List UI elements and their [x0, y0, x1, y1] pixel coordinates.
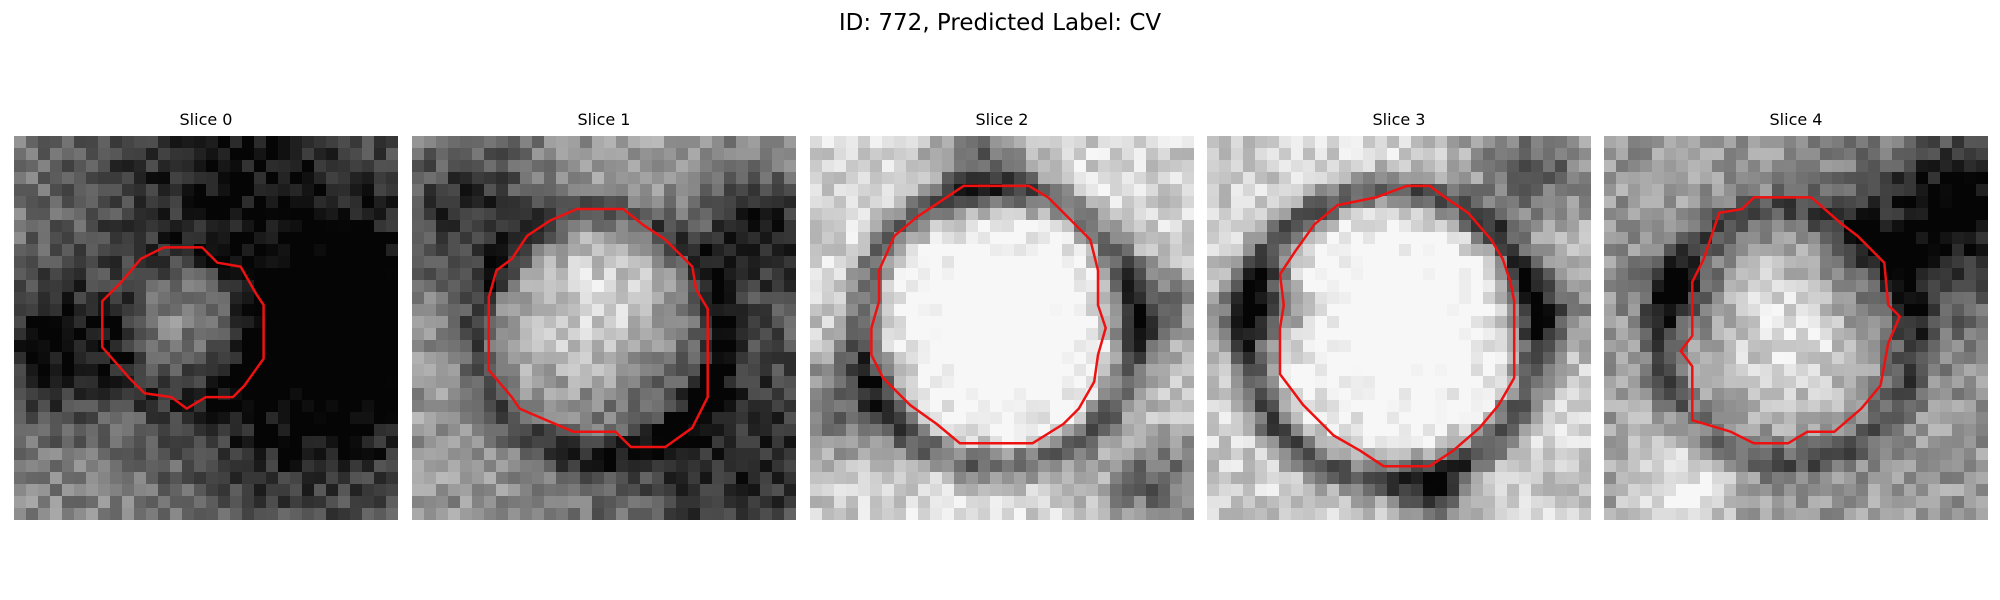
slice-image-0 — [14, 136, 398, 520]
segmentation-contour — [1278, 184, 1516, 468]
slice-image-4 — [1604, 136, 1988, 520]
segmentation-contour — [870, 184, 1107, 445]
slice-panel-2: Slice 2 — [810, 108, 1194, 520]
figure-title: ID: 772, Predicted Label: CV — [838, 10, 1162, 36]
slice-panel-4: Slice 4 — [1604, 108, 1988, 520]
slice-image-2 — [810, 136, 1194, 520]
segmentation-contour — [1679, 196, 1901, 445]
slice-title-1: Slice 1 — [577, 110, 631, 129]
slice-title-4: Slice 4 — [1769, 110, 1823, 129]
pixel-grid — [14, 136, 398, 520]
slice-panel-3: Slice 3 — [1207, 108, 1591, 520]
slice-title-3: Slice 3 — [1372, 110, 1426, 129]
pixel-grid — [412, 136, 796, 520]
pixel-grid — [810, 136, 1194, 520]
slice-panel-0: Slice 0 — [14, 108, 398, 520]
slice-title-0: Slice 0 — [179, 110, 233, 129]
slice-panel-1: Slice 1 — [412, 108, 796, 520]
segmentation-contour — [101, 246, 265, 410]
slice-image-1 — [412, 136, 796, 520]
pixel-grid — [1604, 136, 1988, 520]
slice-title-2: Slice 2 — [975, 110, 1029, 129]
slice-image-3 — [1207, 136, 1591, 520]
pixel-grid — [1207, 136, 1591, 520]
segmentation-contour — [487, 207, 709, 449]
